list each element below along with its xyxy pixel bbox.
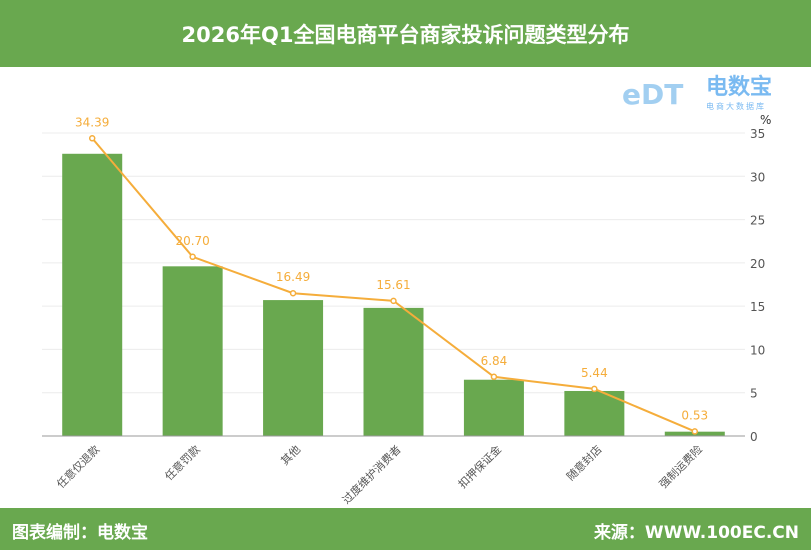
watermark-logo: eDT xyxy=(622,78,683,111)
data-label: 16.49 xyxy=(276,270,310,284)
x-tick-label: 任意仅退款 xyxy=(54,442,103,491)
y-tick-label: 5 xyxy=(750,387,758,401)
x-tick-label: 过度维护消费者 xyxy=(339,442,403,506)
footer-credit: 图表编制：电数宝 xyxy=(12,523,148,543)
data-label: 6.84 xyxy=(481,354,508,368)
data-label: 20.70 xyxy=(175,234,209,248)
y-tick-label: 15 xyxy=(750,300,765,314)
x-tick-label: 扣押保证金 xyxy=(455,442,504,491)
data-label: 5.44 xyxy=(581,366,608,380)
bar xyxy=(564,390,625,436)
line-point xyxy=(390,297,397,305)
footer-source: 来源：WWW.100EC.CN xyxy=(593,523,799,543)
chart-title: 2026年Q1全国电商平台商家投诉问题类型分布 xyxy=(0,0,811,67)
line-point xyxy=(691,428,699,435)
line-point xyxy=(289,289,297,297)
data-label: 0.53 xyxy=(681,408,708,422)
y-tick-label: 10 xyxy=(750,343,765,357)
x-tick-label: 随意封店 xyxy=(563,442,604,483)
y-unit: % xyxy=(760,113,771,127)
y-tick-label: 35 xyxy=(750,127,765,141)
bar xyxy=(263,300,324,436)
y-tick-label: 0 xyxy=(750,430,758,444)
bar xyxy=(363,307,424,436)
watermark-tagline: 电商大数据库 xyxy=(706,101,766,111)
footer: 图表编制：电数宝 来源：WWW.100EC.CN xyxy=(0,508,811,550)
y-tick-label: 20 xyxy=(750,257,765,271)
watermark-brand: 电数宝 xyxy=(706,74,772,100)
line-point xyxy=(490,373,498,381)
bar xyxy=(162,266,223,436)
bar xyxy=(463,379,524,436)
y-tick-label: 30 xyxy=(750,170,765,184)
line-point xyxy=(189,253,196,261)
line-point xyxy=(591,385,598,393)
bar xyxy=(62,153,123,436)
x-tick-label: 其他 xyxy=(278,443,303,468)
x-tick-label: 强制运费险 xyxy=(656,442,705,491)
line-point xyxy=(88,135,96,142)
y-tick-label: 25 xyxy=(750,214,765,228)
data-label: 34.39 xyxy=(75,115,109,129)
x-tick-label: 任意罚款 xyxy=(162,442,203,483)
data-label: 15.61 xyxy=(376,278,410,292)
